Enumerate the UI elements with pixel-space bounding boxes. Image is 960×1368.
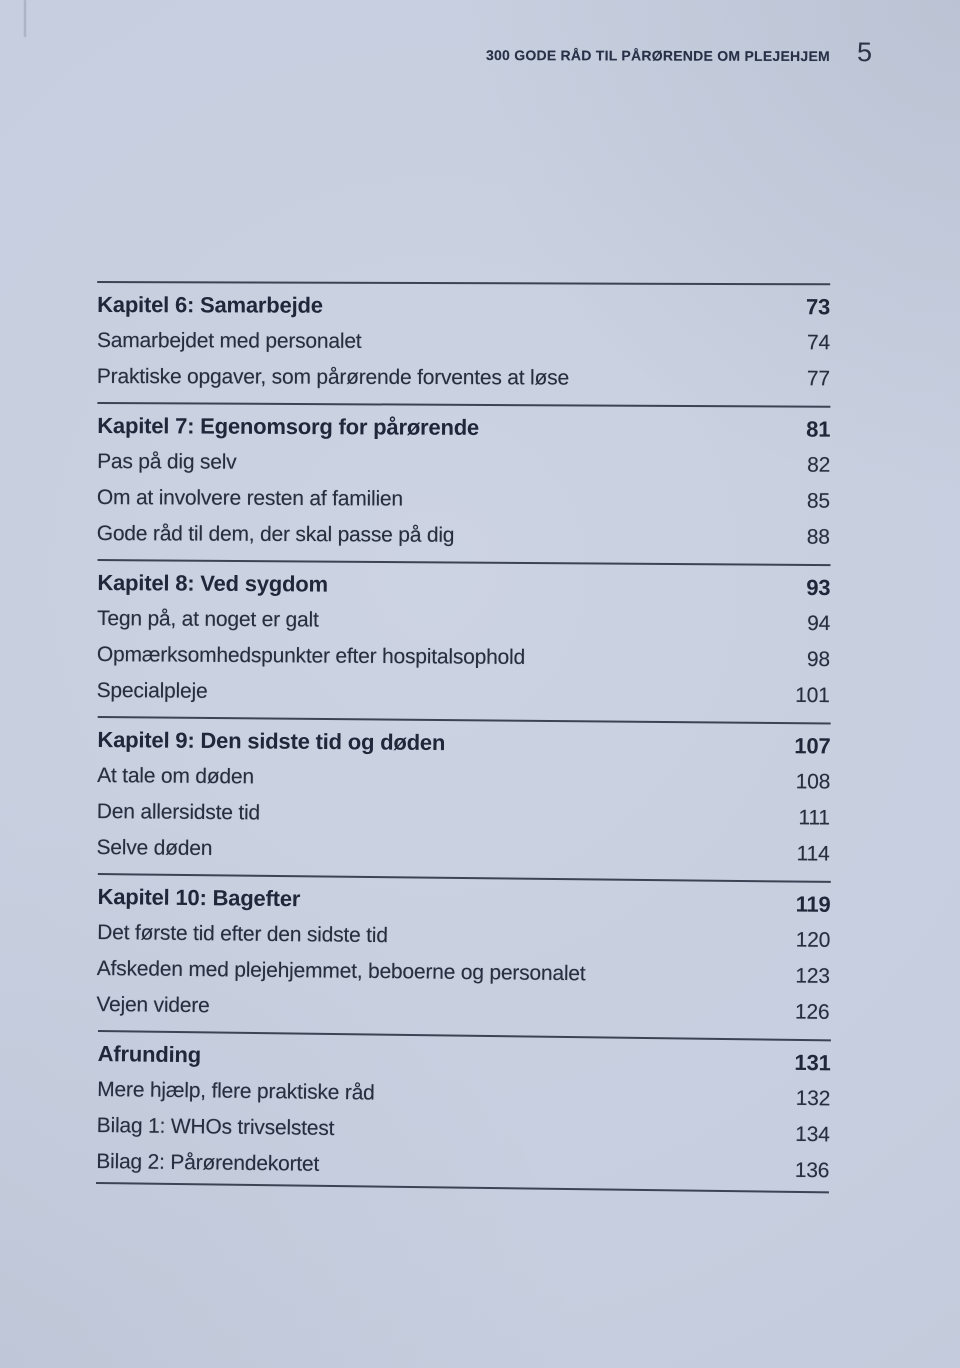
item-title: Bilag 1: WHOs trivselstest — [96, 1113, 335, 1141]
toc-chapter-row: Kapitel 6: Samarbejde 73 — [97, 287, 830, 325]
toc-section: Kapitel 8: Ved sygdom 93 Tegn på, at nog… — [96, 559, 831, 722]
item-title: Afskeden med plejehjemmet, beboerne og p… — [96, 956, 586, 986]
chapter-title: Afrunding — [97, 1041, 202, 1068]
item-title: Bilag 2: Pårørendekortet — [96, 1149, 320, 1176]
item-title: Gode råd til dem, der skal passe på dig — [96, 521, 455, 547]
item-title: Samarbejdet med personalet — [96, 329, 362, 353]
toc-item-row: Pas på dig selv 82 — [97, 444, 830, 484]
item-page-number: 101 — [795, 683, 830, 708]
photo-artifact-line — [24, 0, 26, 37]
toc-item-row: Tegn på, at noget er galt 94 — [97, 601, 830, 642]
item-title: At tale om døden — [97, 764, 254, 789]
toc-chapter-row: Kapitel 7: Egenomsorg for pårørende 81 — [97, 408, 830, 448]
chapter-page-number: 131 — [794, 1049, 831, 1076]
toc-section: Afrunding 131 Mere hjælp, flere praktisk… — [96, 1030, 831, 1194]
toc-item-row: Specialpleje 101 — [97, 673, 830, 714]
item-title: Om at involvere resten af familien — [96, 485, 403, 511]
item-page-number: 134 — [795, 1122, 830, 1147]
toc-item-row: Selve døden 114 — [96, 830, 829, 873]
page-number: 5 — [856, 37, 873, 68]
toc-item-row: Om at involvere resten af familien 85 — [97, 480, 830, 520]
item-page-number: 74 — [806, 331, 831, 355]
item-page-number: 111 — [798, 806, 830, 830]
toc-item-row: Vejen videre 126 — [96, 987, 829, 1031]
item-title: Tegn på, at noget er galt — [97, 607, 319, 632]
item-title: Den allersidste tid — [96, 799, 261, 825]
chapter-page-number: 73 — [805, 294, 831, 320]
toc-item-row: Praktiske opgaver, som pårørende forvent… — [97, 359, 830, 397]
running-title: 300 GODE RÅD TIL PÅRØRENDE OM PLEJEHJEM — [485, 47, 830, 65]
item-page-number: 132 — [795, 1086, 831, 1111]
item-title: Praktiske opgaver, som pårørende forvent… — [96, 364, 569, 390]
item-title: Mere hjælp, flere praktiske råd — [97, 1078, 375, 1105]
chapter-title: Kapitel 9: Den sidste tid og døden — [97, 727, 446, 756]
item-page-number: 108 — [795, 770, 831, 794]
item-page-number: 85 — [806, 489, 830, 513]
toc-item-row: Gode råd til dem, der skal passe på dig … — [97, 516, 830, 556]
chapter-title: Kapitel 8: Ved sygdom — [97, 570, 328, 597]
item-page-number: 123 — [795, 964, 830, 988]
item-title: Pas på dig selv — [97, 450, 237, 474]
chapter-page-number: 93 — [806, 574, 831, 601]
toc-section: Kapitel 10: Bagefter 119 Det første tid … — [96, 873, 831, 1038]
chapter-title: Kapitel 7: Egenomsorg for pårørende — [97, 413, 480, 440]
item-page-number: 98 — [806, 647, 830, 672]
chapter-page-number: 119 — [795, 891, 831, 917]
item-title: Vejen videre — [96, 992, 210, 1018]
toc-item-row: Opmærksomhedspunkter efter hospitalsopho… — [97, 637, 830, 678]
item-title: Selve døden — [96, 835, 213, 861]
page-header: 300 GODE RÅD TIL PÅRØRENDE OM PLEJEHJEM … — [97, 35, 872, 68]
item-title: Specialpleje — [96, 678, 208, 703]
chapter-title: Kapitel 10: Bagefter — [97, 884, 301, 912]
chapter-page-number: 107 — [794, 733, 831, 759]
chapter-title: Kapitel 6: Samarbejde — [97, 292, 323, 318]
item-page-number: 77 — [806, 367, 830, 391]
item-page-number: 136 — [794, 1158, 830, 1183]
item-page-number: 82 — [807, 453, 831, 477]
item-page-number: 94 — [807, 611, 831, 636]
toc-section: Kapitel 6: Samarbejde 73 Samarbejdet med… — [96, 281, 831, 405]
item-page-number: 88 — [806, 525, 830, 549]
toc-section: Kapitel 9: Den sidste tid og døden 107 A… — [96, 716, 831, 880]
item-page-number: 114 — [796, 842, 830, 866]
toc-section: Kapitel 7: Egenomsorg for pårørende 81 P… — [96, 402, 831, 563]
item-page-number: 120 — [795, 928, 831, 952]
toc-item-row: Samarbejdet med personalet 74 — [97, 323, 830, 361]
item-page-number: 126 — [794, 1000, 830, 1024]
item-title: Det første tid efter den sidste tid — [97, 921, 388, 948]
toc-chapter-row: Kapitel 8: Ved sygdom 93 — [97, 565, 830, 606]
table-of-contents: Kapitel 6: Samarbejde 73 Samarbejdet med… — [96, 281, 831, 1194]
chapter-page-number: 81 — [806, 416, 831, 442]
item-title: Opmærksomhedspunkter efter hospitalsopho… — [96, 642, 526, 669]
